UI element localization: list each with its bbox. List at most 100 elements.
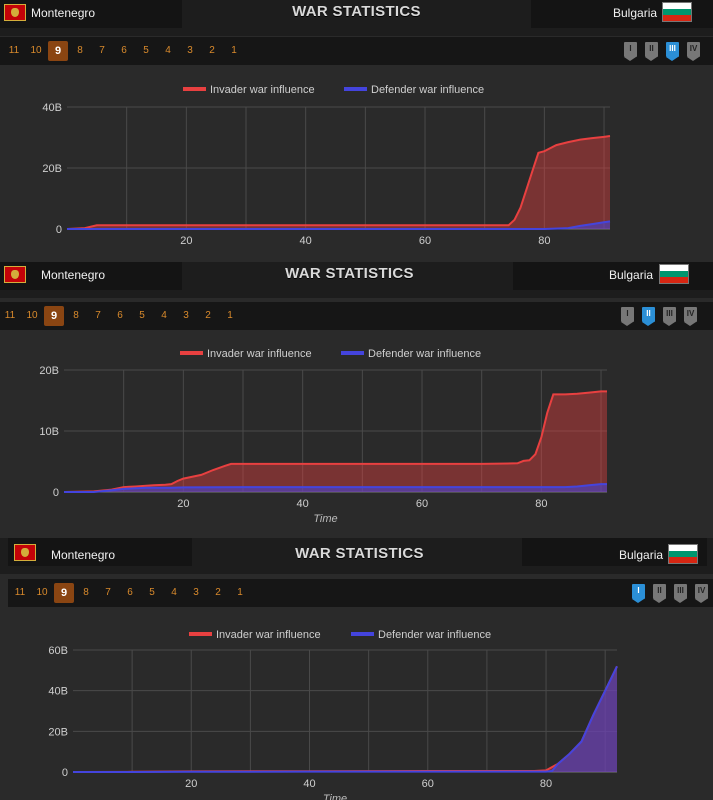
panel-header: Montenegro WAR STATISTICS Bulgaria bbox=[0, 0, 713, 36]
defender-name[interactable]: Bulgaria bbox=[609, 268, 654, 282]
round-8-button[interactable]: 8 bbox=[83, 587, 89, 598]
round-5-button[interactable]: 5 bbox=[149, 587, 155, 598]
war-stats-panel-1: Montenegro WAR STATISTICS Bulgaria 11 10 9… bbox=[0, 0, 713, 250]
y-tick-label: 20B bbox=[42, 163, 62, 175]
round-3-button[interactable]: 3 bbox=[187, 45, 193, 56]
round-8-button[interactable]: 8 bbox=[73, 310, 79, 321]
round-7-button[interactable]: 7 bbox=[95, 310, 101, 321]
x-tick-label: 20 bbox=[177, 498, 189, 510]
x-tick-label: 20 bbox=[180, 235, 192, 247]
montenegro-flag-icon bbox=[4, 266, 26, 283]
x-tick-label: 40 bbox=[300, 235, 312, 247]
y-tick-label: 10B bbox=[39, 426, 59, 438]
war-influence-chart: Invader war influence Defender war influe… bbox=[39, 348, 607, 525]
round-2-button[interactable]: 2 bbox=[215, 587, 221, 598]
panel-header: Montenegro WAR STATISTICS Bulgaria bbox=[0, 538, 713, 574]
montenegro-flag-icon bbox=[14, 544, 36, 561]
invader-line[interactable] bbox=[72, 665, 618, 773]
legend-label[interactable]: Invader war influence bbox=[210, 84, 315, 96]
round-9-button[interactable]: 9 bbox=[54, 583, 74, 603]
round-9-button[interactable]: 9 bbox=[44, 306, 64, 326]
legend-label[interactable]: Defender war influence bbox=[368, 348, 481, 360]
invader-line[interactable] bbox=[66, 135, 611, 230]
round-7-button[interactable]: 7 bbox=[105, 587, 111, 598]
bulgaria-flag-icon bbox=[659, 264, 689, 284]
defender-name[interactable]: Bulgaria bbox=[613, 6, 658, 20]
panel-title: WAR STATISTICS bbox=[295, 545, 424, 562]
bulgaria-flag-icon bbox=[668, 544, 698, 564]
phase-IV-button[interactable]: IV bbox=[695, 584, 708, 603]
defender-area bbox=[73, 666, 617, 772]
invader-name[interactable]: Montenegro bbox=[51, 548, 116, 562]
y-tick-label: 60B bbox=[48, 645, 68, 657]
phase-III-button[interactable]: III bbox=[666, 42, 679, 61]
phase-III-button[interactable]: III bbox=[663, 307, 676, 326]
phase-II-button[interactable]: II bbox=[653, 584, 666, 603]
defender-line[interactable] bbox=[73, 665, 618, 773]
round-1-button[interactable]: 1 bbox=[227, 310, 233, 321]
round-4-button[interactable]: 4 bbox=[165, 45, 171, 56]
x-axis-label: Time bbox=[313, 513, 337, 525]
round-11-button[interactable]: 11 bbox=[8, 45, 20, 56]
x-tick-label: 40 bbox=[303, 778, 315, 790]
round-selector-bar: 11 10 9 8 7 6 5 4 3 2 1 I II III IV bbox=[0, 302, 713, 330]
war-influence-chart: Invader war influence Defender war influe… bbox=[48, 629, 618, 800]
invader-line[interactable] bbox=[63, 390, 607, 493]
x-tick-label: 20 bbox=[185, 778, 197, 790]
x-tick-label: 80 bbox=[540, 778, 552, 790]
round-11-button[interactable]: 11 bbox=[14, 587, 26, 598]
invader-banner bbox=[0, 262, 182, 290]
x-tick-label: 60 bbox=[422, 778, 434, 790]
round-10-button[interactable]: 10 bbox=[30, 45, 42, 56]
round-2-button[interactable]: 2 bbox=[205, 310, 211, 321]
phase-II-button[interactable]: II bbox=[642, 307, 655, 326]
phase-II-button[interactable]: II bbox=[645, 42, 658, 61]
phase-I-button[interactable]: I bbox=[624, 42, 637, 61]
round-5-button[interactable]: 5 bbox=[139, 310, 145, 321]
invader-name[interactable]: Montenegro bbox=[41, 268, 106, 282]
x-tick-label: 60 bbox=[416, 498, 428, 510]
round-5-button[interactable]: 5 bbox=[143, 45, 149, 56]
round-3-button[interactable]: 3 bbox=[183, 310, 189, 321]
round-10-button[interactable]: 10 bbox=[36, 587, 48, 598]
y-tick-label: 0 bbox=[56, 224, 62, 236]
round-6-button[interactable]: 6 bbox=[127, 587, 133, 598]
invader-banner bbox=[8, 538, 192, 566]
legend-label[interactable]: Defender war influence bbox=[371, 84, 484, 96]
round-3-button[interactable]: 3 bbox=[193, 587, 199, 598]
phase-I-button[interactable]: I bbox=[632, 584, 645, 603]
round-8-button[interactable]: 8 bbox=[77, 45, 83, 56]
x-tick-label: 80 bbox=[535, 498, 547, 510]
y-tick-label: 40B bbox=[42, 102, 62, 114]
phase-IV-button[interactable]: IV bbox=[687, 42, 700, 61]
defender-line[interactable] bbox=[64, 483, 607, 493]
round-10-button[interactable]: 10 bbox=[26, 310, 38, 321]
x-tick-label: 80 bbox=[538, 235, 550, 247]
round-9-button[interactable]: 9 bbox=[48, 41, 68, 61]
round-4-button[interactable]: 4 bbox=[171, 587, 177, 598]
legend-label[interactable]: Invader war influence bbox=[207, 348, 312, 360]
y-tick-label: 20B bbox=[39, 365, 59, 377]
round-2-button[interactable]: 2 bbox=[209, 45, 215, 56]
phase-I-button[interactable]: I bbox=[621, 307, 634, 326]
invader-area bbox=[64, 391, 607, 492]
panel-header: Montenegro WAR STATISTICS Bulgaria bbox=[0, 262, 713, 298]
defender-name[interactable]: Bulgaria bbox=[619, 548, 664, 562]
round-6-button[interactable]: 6 bbox=[117, 310, 123, 321]
invader-area bbox=[73, 666, 617, 772]
legend-label[interactable]: Defender war influence bbox=[378, 629, 491, 641]
round-11-button[interactable]: 11 bbox=[4, 310, 16, 321]
round-1-button[interactable]: 1 bbox=[231, 45, 237, 56]
y-tick-label: 0 bbox=[53, 487, 59, 499]
round-6-button[interactable]: 6 bbox=[121, 45, 127, 56]
round-4-button[interactable]: 4 bbox=[161, 310, 167, 321]
round-1-button[interactable]: 1 bbox=[237, 587, 243, 598]
phase-III-button[interactable]: III bbox=[674, 584, 687, 603]
defender-line[interactable] bbox=[67, 220, 611, 230]
phase-IV-button[interactable]: IV bbox=[684, 307, 697, 326]
war-stats-panel-2: Montenegro WAR STATISTICS Bulgaria 11 10 9… bbox=[0, 250, 713, 532]
legend-label[interactable]: Invader war influence bbox=[216, 629, 321, 641]
round-7-button[interactable]: 7 bbox=[99, 45, 105, 56]
round-selector-bar: 11 10 9 8 7 6 5 4 3 2 1 I II III IV bbox=[0, 37, 713, 65]
invader-name[interactable]: Montenegro bbox=[31, 6, 96, 20]
